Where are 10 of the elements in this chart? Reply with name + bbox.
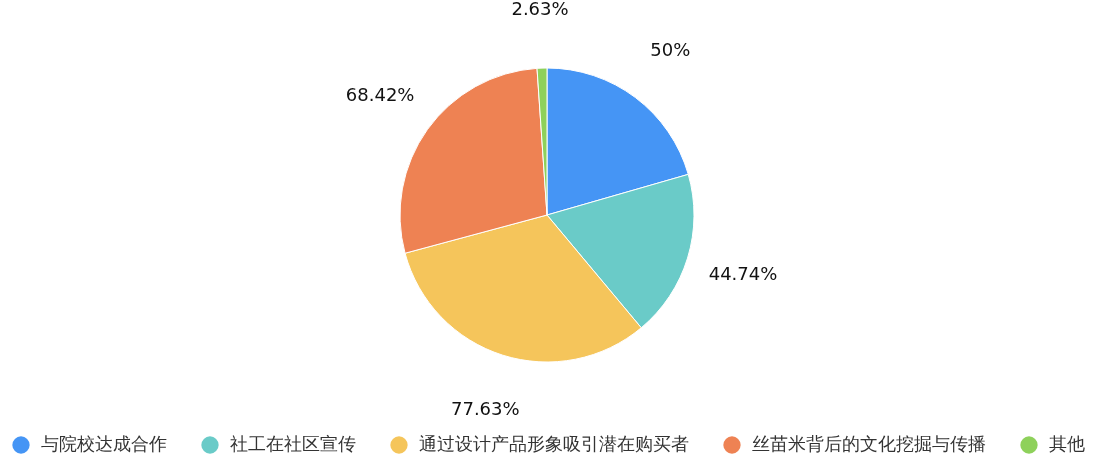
legend-label: 丝苗米背后的文化挖掘与传播 bbox=[752, 433, 986, 454]
data-label: 2.63% bbox=[511, 0, 569, 20]
data-label: 44.74% bbox=[708, 263, 778, 285]
legend-label: 其他 bbox=[1049, 433, 1085, 454]
legend-label: 社工在社区宣传 bbox=[230, 433, 356, 454]
data-label: 68.42% bbox=[345, 83, 415, 105]
legend-label: 与院校达成合作 bbox=[41, 433, 167, 454]
legend-label: 通过设计产品形象吸引潜在购买者 bbox=[419, 433, 689, 454]
data-label: 50% bbox=[650, 39, 691, 61]
data-label: 77.63% bbox=[450, 398, 520, 420]
